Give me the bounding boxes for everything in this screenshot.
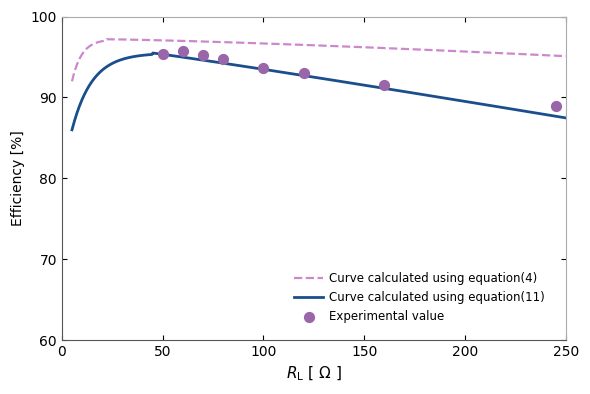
Curve calculated using equation(4) [103, 37, 110, 42]
Experimental value [259, 64, 268, 71]
X-axis label: $R_{\mathrm{L}}$ [ $\Omega$ ]: $R_{\mathrm{L}}$ [ $\Omega$ ] [286, 364, 342, 383]
Experimental value [178, 48, 188, 54]
Curve calculated using equation(11) [68, 127, 76, 132]
Curve calculated using equation(4) [441, 48, 448, 53]
Experimental value [218, 56, 228, 63]
Curve calculated using equation(4) [360, 45, 368, 50]
Curve calculated using equation(4) [399, 46, 406, 51]
Curve calculated using equation(11) [562, 115, 569, 120]
Curve calculated using equation(11) [399, 89, 406, 94]
Experimental value [299, 70, 309, 76]
Experimental value [158, 51, 168, 57]
Curve calculated using equation(11) [157, 52, 164, 56]
Curve calculated using equation(11) [441, 96, 448, 100]
Curve calculated using equation(4) [293, 42, 300, 47]
Curve calculated using equation(4) [157, 38, 164, 43]
Curve calculated using equation(4) [68, 79, 76, 84]
Curve calculated using equation(11) [360, 83, 368, 87]
Curve calculated using equation(4) [196, 39, 204, 44]
Curve calculated using equation(11) [149, 51, 156, 56]
Curve calculated using equation(4) [562, 54, 569, 59]
Experimental value [198, 52, 208, 58]
Curve calculated using equation(11) [293, 72, 300, 77]
Curve calculated using equation(11) [196, 57, 204, 62]
Y-axis label: Efficiency [%]: Efficiency [%] [11, 130, 25, 226]
Legend: Curve calculated using equation(4), Curve calculated using equation(11), Experim: Curve calculated using equation(4), Curv… [289, 268, 550, 328]
Experimental value [551, 103, 560, 110]
Experimental value [379, 82, 389, 88]
Line: Curve calculated using equation(4): Curve calculated using equation(4) [72, 39, 566, 81]
Line: Curve calculated using equation(11): Curve calculated using equation(11) [72, 53, 566, 130]
